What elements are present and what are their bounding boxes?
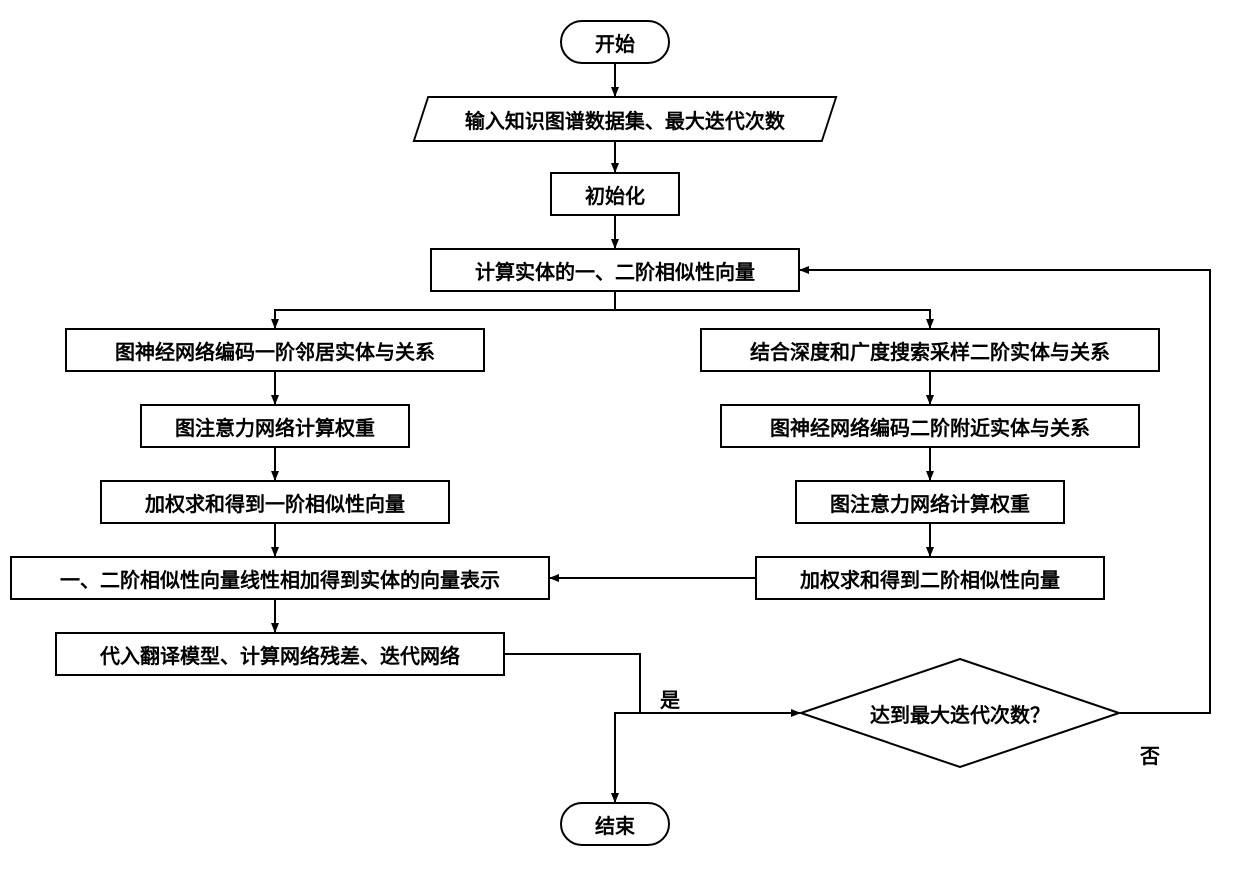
node-end: 结束 xyxy=(560,802,670,846)
node-gnn-encode-first-order: 图神经网络编码一阶邻居实体与关系 xyxy=(65,328,485,372)
node-label: 达到最大迭代次数？ xyxy=(870,699,1050,728)
node-weighted-sum-first-order: 加权求和得到一阶相似性向量 xyxy=(100,480,450,524)
node-label: 开始 xyxy=(595,28,635,57)
node-label: 加权求和得到二阶相似性向量 xyxy=(800,564,1060,593)
node-label: 代入翻译模型、计算网络残差、迭代网络 xyxy=(100,640,460,669)
node-label: 图注意力网络计算权重 xyxy=(175,412,375,441)
node-calc: 计算实体的一、二阶相似性向量 xyxy=(430,248,800,292)
node-label: 结束 xyxy=(595,810,635,839)
node-label: 结合深度和广度搜索采样二阶实体与关系 xyxy=(750,336,1110,365)
node-label: 初始化 xyxy=(585,180,645,209)
node-init: 初始化 xyxy=(550,172,680,216)
node-label: 图注意力网络计算权重 xyxy=(830,488,1030,517)
node-input: 输入知识图谱数据集、最大迭代次数 xyxy=(413,96,838,142)
node-gnn-encode-second-order: 图神经网络编码二阶附近实体与关系 xyxy=(720,404,1140,448)
edge-label: 否 xyxy=(1140,740,1160,769)
node-combine-vectors: 一、二阶相似性向量线性相加得到实体的向量表示 xyxy=(10,556,550,600)
node-decision: 达到最大迭代次数？ xyxy=(800,658,1120,768)
node-weighted-sum-second-order: 加权求和得到二阶相似性向量 xyxy=(755,556,1105,600)
node-start: 开始 xyxy=(560,20,670,64)
flowchart-canvas: 开始 输入知识图谱数据集、最大迭代次数 初始化 计算实体的一、二阶相似性向量 图… xyxy=(0,0,1240,880)
node-label: 图神经网络编码二阶附近实体与关系 xyxy=(770,412,1090,441)
node-label: 计算实体的一、二阶相似性向量 xyxy=(475,256,755,285)
node-sample-second-order: 结合深度和广度搜索采样二阶实体与关系 xyxy=(700,328,1160,372)
node-gat-weights-left: 图注意力网络计算权重 xyxy=(140,404,410,448)
edge-label: 是 xyxy=(660,684,680,713)
node-label: 加权求和得到一阶相似性向量 xyxy=(145,488,405,517)
node-label: 一、二阶相似性向量线性相加得到实体的向量表示 xyxy=(60,564,500,593)
node-label: 图神经网络编码一阶邻居实体与关系 xyxy=(115,336,435,365)
node-label: 输入知识图谱数据集、最大迭代次数 xyxy=(465,105,785,134)
node-train-iterate: 代入翻译模型、计算网络残差、迭代网络 xyxy=(55,632,505,676)
node-gat-weights-right: 图注意力网络计算权重 xyxy=(795,480,1065,524)
